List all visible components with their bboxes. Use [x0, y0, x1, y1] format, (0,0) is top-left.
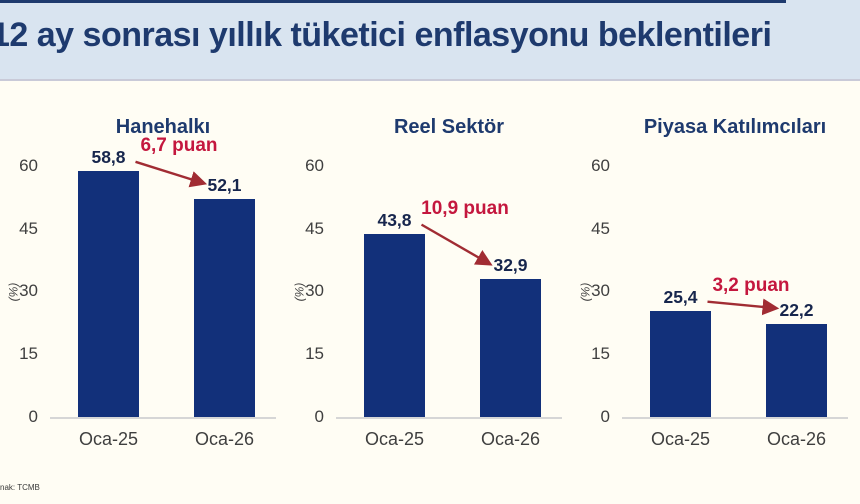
- bar-value-label: 58,8: [91, 146, 126, 167]
- bar-value-label: 32,9: [493, 255, 528, 276]
- y-tick-label: 15: [305, 344, 324, 364]
- bar: [364, 234, 425, 417]
- charts-container: Hanehalkı 0 15 30 45 60 (%) 58,8 52,1 6,7 puan O…: [0, 81, 860, 453]
- bar: [194, 199, 255, 417]
- panel-piyasa-katilimcilari: Piyasa Katılımcıları 0 15 30 45 60 (%) 25,4 22,…: [572, 81, 858, 453]
- x-tick-label: Oca-26: [480, 429, 541, 449]
- x-tick-label: Oca-25: [650, 429, 711, 449]
- y-tick-label: 30: [305, 281, 324, 301]
- bar: [480, 279, 541, 417]
- y-axis-unit-label: (%): [578, 282, 593, 302]
- bar-value-label: 52,1: [207, 174, 242, 195]
- header-top-rule: [0, 0, 786, 3]
- header: 12 ay sonrası yıllık tüketici enflasyonu…: [0, 0, 860, 81]
- y-tick-label: 0: [314, 407, 324, 426]
- x-tick-label: Oca-25: [364, 429, 425, 449]
- y-tick-label: 30: [19, 281, 38, 301]
- y-axis-unit-label: (%): [292, 282, 307, 302]
- y-axis-unit-label: (%): [6, 282, 21, 302]
- change-annotation: 6,7 puan: [140, 134, 218, 156]
- x-axis-labels: Oca-25 Oca-26: [336, 419, 562, 453]
- y-tick-label: 0: [600, 407, 610, 426]
- y-tick-label: 45: [591, 218, 610, 238]
- plot-area: 0 15 30 45 60 (%) 25,4 22,2 3,2 puan: [578, 141, 848, 426]
- x-tick-label: Oca-26: [194, 429, 255, 449]
- y-tick-label: 0: [28, 407, 38, 426]
- x-tick-label: Oca-26: [766, 429, 827, 449]
- panel-title: Reel Sektör: [393, 116, 505, 138]
- panel-reel-sektor: Reel Sektör 0 15 30 45 60 (%) 43,8 32,9 10,9 pua…: [286, 81, 572, 453]
- y-tick-label: 45: [19, 218, 38, 238]
- plot-area: 0 15 30 45 60 (%) 58,8 52,1 6,7 puan: [6, 135, 276, 426]
- y-tick-label: 60: [305, 155, 324, 175]
- change-annotation: 3,2 puan: [712, 274, 790, 296]
- panel-title: Piyasa Katılımcıları: [643, 116, 827, 138]
- x-axis-labels: Oca-25 Oca-26: [50, 419, 276, 453]
- plot-area: 0 15 30 45 60 (%) 43,8 32,9 10,9 puan: [292, 141, 562, 426]
- source-note: nak: TCMB: [0, 483, 40, 492]
- y-tick-label: 60: [591, 155, 610, 175]
- x-axis-labels: Oca-25 Oca-26: [622, 419, 848, 453]
- y-tick-label: 15: [591, 344, 610, 364]
- bar-value-label: 22,2: [779, 300, 814, 321]
- panel-hanehalki: Hanehalkı 0 15 30 45 60 (%) 58,8 52,1 6,7 puan O…: [0, 81, 286, 453]
- y-tick-label: 60: [19, 155, 38, 175]
- bar-value-label: 43,8: [377, 209, 412, 230]
- page-title: 12 ay sonrası yıllık tüketici enflasyonu…: [0, 16, 772, 54]
- bar: [78, 171, 139, 417]
- bar: [650, 311, 711, 417]
- panel-title: Hanehalkı: [115, 116, 211, 138]
- y-tick-label: 15: [19, 344, 38, 364]
- bar-value-label: 25,4: [663, 286, 698, 307]
- y-tick-label: 45: [305, 218, 324, 238]
- y-tick-label: 30: [591, 281, 610, 301]
- change-annotation: 10,9 puan: [421, 197, 509, 219]
- x-tick-label: Oca-25: [78, 429, 139, 449]
- bar: [766, 324, 827, 417]
